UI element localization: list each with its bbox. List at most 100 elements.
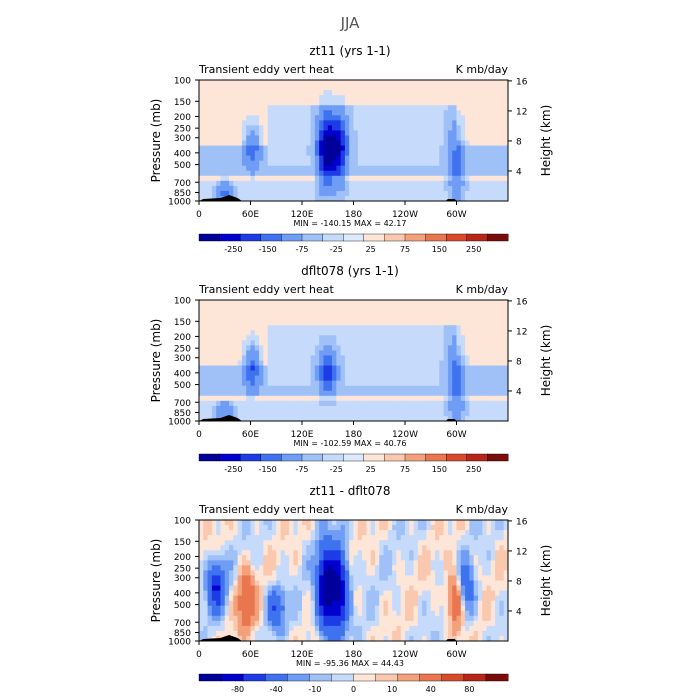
heatmap-cell <box>314 355 320 361</box>
heatmap-cell <box>439 585 445 591</box>
heatmap-cell <box>383 610 389 617</box>
heatmap-cell <box>280 395 286 402</box>
heatmap-cell <box>229 370 234 377</box>
heatmap-cell <box>374 310 380 316</box>
heatmap-cell <box>392 130 397 136</box>
heatmap-cell <box>366 160 372 167</box>
heatmap-cell <box>469 115 475 121</box>
pressure-tick-label: 500 <box>174 381 191 391</box>
heatmap-cell <box>477 95 483 101</box>
heatmap-cell <box>271 365 277 371</box>
heatmap-cell <box>254 410 260 417</box>
heatmap-cell <box>447 100 453 106</box>
heatmap-cell <box>314 160 320 167</box>
heatmap-cell <box>237 570 243 576</box>
heatmap-cell <box>443 100 449 106</box>
heatmap-cell <box>203 385 208 392</box>
heatmap-cell <box>259 620 264 627</box>
heatmap-cell <box>400 345 406 351</box>
heatmap-cell <box>430 360 436 366</box>
heatmap-cell <box>336 325 342 331</box>
heatmap-cell <box>465 380 470 387</box>
heatmap-cell <box>387 135 393 141</box>
heatmap-cell <box>349 400 354 407</box>
heatmap-cell <box>405 170 410 177</box>
heatmap-cell <box>409 145 414 151</box>
heatmap-cell <box>344 595 350 602</box>
heatmap-cell <box>211 540 217 546</box>
heatmap-cell <box>422 180 427 187</box>
right-subtitle: K mb/day <box>456 283 509 296</box>
heatmap-cell <box>435 370 440 377</box>
heatmap-cell <box>302 130 307 136</box>
heatmap-cell <box>383 360 389 366</box>
heatmap-cell <box>439 415 445 422</box>
heatmap-cell <box>430 355 436 361</box>
heatmap-cell <box>220 560 226 566</box>
heatmap-cell <box>495 175 500 182</box>
heatmap-cell <box>456 310 462 316</box>
heatmap-cell <box>495 315 500 321</box>
heatmap-cell <box>460 100 466 106</box>
heatmap-cell <box>452 380 457 387</box>
heatmap-cell <box>207 560 213 566</box>
heatmap-cell <box>203 315 208 321</box>
heatmap-cell <box>254 380 260 387</box>
heatmap-cell <box>241 615 247 622</box>
heatmap-cell <box>224 565 230 571</box>
heatmap-cell <box>250 560 256 566</box>
heatmap-cell <box>357 180 363 187</box>
heatmap-cell <box>366 545 372 551</box>
heatmap-cell <box>199 385 204 392</box>
heatmap-cell <box>220 350 226 356</box>
heatmap-cell <box>271 190 277 197</box>
heatmap-cell <box>465 395 470 402</box>
heatmap-cell <box>314 635 320 642</box>
heatmap-cell <box>241 610 247 617</box>
heatmap-cell <box>405 360 410 366</box>
heatmap-cell <box>469 380 475 387</box>
heatmap-cell <box>229 630 234 637</box>
heatmap-cell <box>280 550 286 556</box>
heatmap-cell <box>203 150 208 157</box>
heatmap-cell <box>293 130 299 136</box>
heatmap-cell <box>310 140 316 146</box>
heatmap-cell <box>280 155 286 162</box>
heatmap-cell <box>452 165 457 172</box>
heatmap-cell <box>456 320 462 326</box>
heatmap-cell <box>280 170 286 177</box>
heatmap-cell <box>323 375 329 382</box>
heatmap-cell <box>297 565 303 571</box>
heatmap-cell <box>267 115 273 121</box>
heatmap-cell <box>460 355 466 361</box>
heatmap-cell <box>229 190 234 197</box>
heatmap-cell <box>207 350 213 356</box>
heatmap-cell <box>426 630 432 637</box>
heatmap-cell <box>211 90 217 96</box>
heatmap-cell <box>383 560 389 566</box>
heatmap-cell <box>426 180 432 187</box>
heatmap-cell <box>280 120 286 126</box>
panel-title: zt11 - dflt078 <box>309 484 390 498</box>
heatmap-cell <box>503 305 509 311</box>
heatmap-cell <box>349 410 354 417</box>
heatmap-cell <box>323 355 329 361</box>
heatmap-cell <box>246 530 251 536</box>
heatmap-cell <box>224 410 230 417</box>
heatmap-cell <box>216 540 221 546</box>
lon-tick-label: 120W <box>392 210 418 220</box>
pressure-tick-label: 300 <box>174 354 191 364</box>
heatmap-cell <box>353 165 359 172</box>
heatmap-cell <box>310 610 316 617</box>
heatmap-cell <box>362 135 367 141</box>
heatmap-cell <box>357 340 363 346</box>
heatmap-cell <box>344 150 350 157</box>
heatmap-cell <box>336 140 342 146</box>
heatmap-cell <box>405 355 410 361</box>
heatmap-cell <box>362 115 367 121</box>
heatmap-cell <box>490 160 496 167</box>
heatmap-cell <box>349 120 354 126</box>
heatmap-cell <box>366 585 372 591</box>
heatmap-cell <box>362 605 367 612</box>
heatmap-cell <box>271 130 277 136</box>
